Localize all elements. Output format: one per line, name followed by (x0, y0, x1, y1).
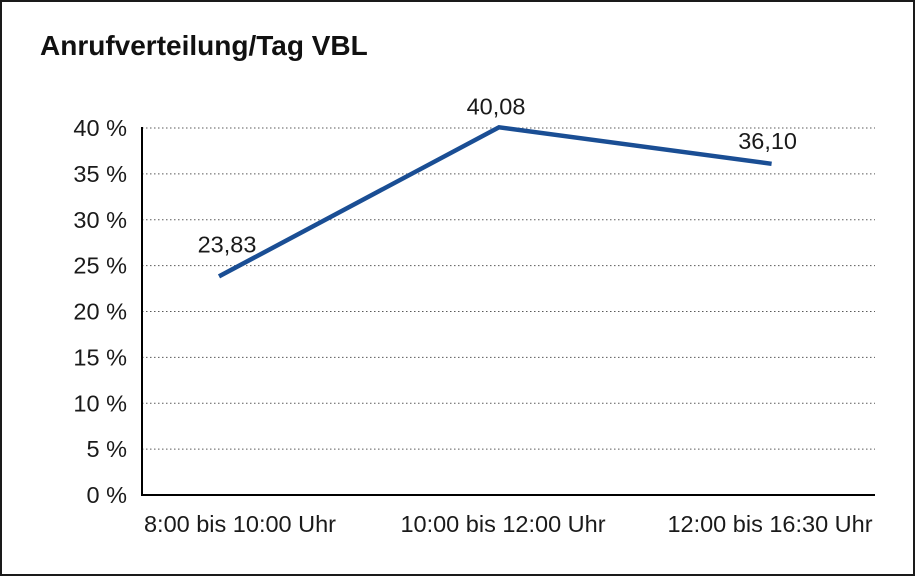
gridlines (142, 127, 875, 450)
y-tick-label: 35 % (73, 161, 127, 187)
x-category-label: 10:00 bis 12:00 Uhr (400, 511, 605, 537)
y-tick-label: 15 % (73, 344, 127, 370)
x-axis-category-labels: 8:00 bis 10:00 Uhr 10:00 bis 12:00 Uhr 12:… (144, 511, 873, 537)
y-tick-label: 10 % (73, 390, 127, 416)
x-category-label: 12:00 bis 16:30 Uhr (667, 511, 872, 537)
y-tick-label: 5 % (87, 436, 128, 462)
y-axis-tick-labels: 0 % 5 % 10 % 15 % 20 % 25 % 30 % 35 % 40 % (73, 115, 127, 508)
x-category-label: 8:00 bis 10:00 Uhr (144, 511, 336, 537)
y-tick-label: 40 % (73, 115, 127, 141)
y-tick-label: 25 % (73, 253, 127, 279)
y-tick-label: 20 % (73, 299, 127, 325)
series-line (217, 124, 772, 279)
y-tick-label: 0 % (87, 482, 128, 508)
data-point-label: 23,83 (198, 231, 257, 257)
axes (141, 127, 875, 496)
data-point-labels: 23,83 40,08 36,10 (198, 93, 797, 257)
y-tick-label: 30 % (73, 207, 127, 233)
data-point-label: 36,10 (738, 128, 797, 154)
data-point-label: 40,08 (467, 93, 526, 119)
data-series-line (217, 124, 772, 279)
chart-title: Anrufverteilung/Tag VBL (40, 30, 368, 61)
